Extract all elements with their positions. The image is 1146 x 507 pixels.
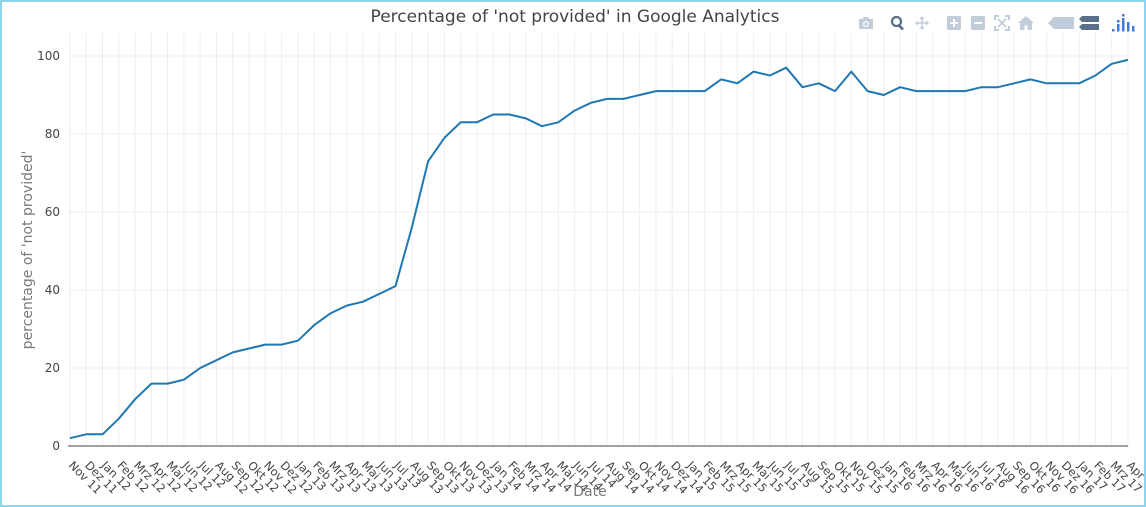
data-point[interactable] xyxy=(295,338,300,343)
y-tick-label: 100 xyxy=(37,49,60,63)
data-point[interactable] xyxy=(767,73,772,78)
data-point[interactable] xyxy=(458,120,463,125)
data-point[interactable] xyxy=(1077,81,1082,86)
data-point[interactable] xyxy=(198,366,203,371)
data-point[interactable] xyxy=(360,299,365,304)
data-point[interactable] xyxy=(100,432,105,437)
data-point[interactable] xyxy=(572,108,577,113)
y-axis-title: percentage of 'not provided' xyxy=(20,151,36,350)
camera-icon[interactable] xyxy=(854,13,878,33)
data-point[interactable] xyxy=(149,381,154,386)
data-point[interactable] xyxy=(409,225,414,230)
data-point[interactable] xyxy=(979,85,984,90)
data-point[interactable] xyxy=(393,284,398,289)
data-point[interactable] xyxy=(930,89,935,94)
data-point[interactable] xyxy=(751,69,756,74)
data-point[interactable] xyxy=(312,323,317,328)
data-point[interactable] xyxy=(1093,73,1098,78)
y-tick-label: 80 xyxy=(45,127,60,141)
data-point[interactable] xyxy=(344,303,349,308)
data-point[interactable] xyxy=(605,96,610,101)
data-point[interactable] xyxy=(1044,81,1049,86)
data-point[interactable] xyxy=(653,89,658,94)
data-point[interactable] xyxy=(181,377,186,382)
data-point[interactable] xyxy=(1109,61,1114,66)
data-point[interactable] xyxy=(491,112,496,117)
data-point[interactable] xyxy=(849,69,854,74)
data-point[interactable] xyxy=(735,81,740,86)
modebar xyxy=(854,12,1138,34)
data-point[interactable] xyxy=(1126,57,1131,62)
pan-icon[interactable] xyxy=(910,13,934,33)
zoom-icon[interactable] xyxy=(886,13,910,33)
data-point[interactable] xyxy=(621,96,626,101)
data-point[interactable] xyxy=(898,85,903,90)
zoom-in-icon[interactable] xyxy=(942,13,966,33)
data-point[interactable] xyxy=(328,311,333,316)
data-point[interactable] xyxy=(165,381,170,386)
data-point[interactable] xyxy=(133,397,138,402)
data-point[interactable] xyxy=(1012,81,1017,86)
plotly-logo-icon[interactable] xyxy=(1110,13,1138,33)
data-point[interactable] xyxy=(816,81,821,86)
data-point[interactable] xyxy=(963,89,968,94)
data-point[interactable] xyxy=(426,159,431,164)
data-point[interactable] xyxy=(230,350,235,355)
data-point[interactable] xyxy=(377,291,382,296)
plot-area[interactable] xyxy=(68,57,1131,440)
data-point[interactable] xyxy=(507,112,512,117)
data-point[interactable] xyxy=(995,85,1000,90)
y-axis-ticks: 0 20 40 60 80 100 xyxy=(37,49,60,453)
y-tick-label: 0 xyxy=(52,439,60,453)
data-point[interactable] xyxy=(540,124,545,129)
data-point[interactable] xyxy=(68,436,73,441)
series-line[interactable] xyxy=(69,58,1129,440)
data-point[interactable] xyxy=(1028,77,1033,82)
chart-title: Percentage of 'not provided' in Google A… xyxy=(371,7,780,27)
data-point[interactable] xyxy=(588,100,593,105)
data-point[interactable] xyxy=(84,432,89,437)
y-tick-label: 40 xyxy=(45,283,60,297)
data-point[interactable] xyxy=(214,358,219,363)
data-point[interactable] xyxy=(442,135,447,140)
data-point[interactable] xyxy=(279,342,284,347)
data-point[interactable] xyxy=(946,89,951,94)
data-point[interactable] xyxy=(474,120,479,125)
data-point[interactable] xyxy=(914,89,919,94)
data-point[interactable] xyxy=(523,116,528,121)
data-point[interactable] xyxy=(637,93,642,98)
data-point[interactable] xyxy=(702,89,707,94)
data-point[interactable] xyxy=(833,89,838,94)
data-point[interactable] xyxy=(800,85,805,90)
hover-closest-icon[interactable] xyxy=(1046,13,1076,33)
data-point[interactable] xyxy=(670,89,675,94)
hover-compare-icon[interactable] xyxy=(1076,13,1102,33)
zoom-out-icon[interactable] xyxy=(966,13,990,33)
data-point[interactable] xyxy=(881,93,886,98)
data-point[interactable] xyxy=(263,342,268,347)
data-point[interactable] xyxy=(719,77,724,82)
data-point[interactable] xyxy=(784,65,789,70)
data-point[interactable] xyxy=(1060,81,1065,86)
x-axis-title: Date xyxy=(573,484,606,500)
y-tick-label: 20 xyxy=(45,361,60,375)
data-point[interactable] xyxy=(686,89,691,94)
data-point[interactable] xyxy=(116,416,121,421)
data-point[interactable] xyxy=(556,120,561,125)
grid xyxy=(68,33,1129,446)
data-point[interactable] xyxy=(247,346,252,351)
data-point[interactable] xyxy=(865,89,870,94)
reset-axes-icon[interactable] xyxy=(1014,13,1038,33)
y-tick-label: 60 xyxy=(45,205,60,219)
autoscale-icon[interactable] xyxy=(990,13,1014,33)
